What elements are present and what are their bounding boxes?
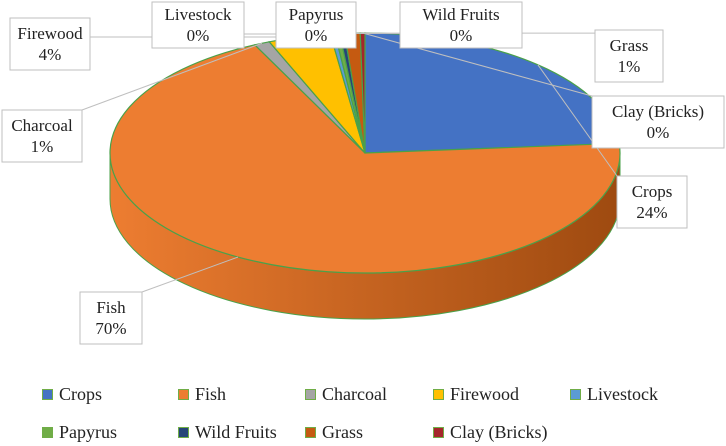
legend-swatch	[570, 388, 581, 400]
data-label-value-grass: 1%	[618, 57, 641, 76]
legend-label: Wild Fruits	[195, 421, 277, 442]
legend-swatch	[178, 426, 189, 438]
legend-label: Fish	[195, 383, 227, 404]
data-label-value-fish: 70%	[95, 319, 126, 338]
legend-row: Papyrus Wild Fruits Grass Clay (Bricks)	[0, 418, 726, 446]
data-label-box-papyrus	[275, 1, 357, 49]
data-label-name-fish: Fish	[96, 298, 126, 317]
leader-line-fish	[141, 256, 239, 293]
legend-label: Livestock	[587, 383, 658, 404]
slice-fish	[109, 44, 621, 274]
data-label-box-charcoal	[1, 109, 83, 163]
legend-item-charcoal: Charcoal	[305, 380, 387, 408]
legend-label: Firewood	[450, 383, 519, 404]
legend-swatch	[433, 388, 444, 400]
legend-item-livestock: Livestock	[570, 380, 658, 408]
data-label-box-firewood	[9, 17, 91, 71]
legend-item-fish: Fish	[178, 380, 226, 408]
data-label-box-wild-fruits	[399, 1, 523, 49]
data-label-box-crops	[616, 175, 688, 229]
legend-swatch	[42, 426, 53, 438]
legend-swatch	[433, 426, 444, 438]
legend-row: Crops Fish Charcoal Firewood Livestock	[0, 380, 726, 408]
legend-item-firewood: Firewood	[433, 380, 519, 408]
data-label-box-clay-bricks	[591, 95, 725, 149]
data-label-name-papyrus: Papyrus	[289, 5, 344, 24]
data-label-value-papyrus: 0%	[305, 26, 328, 45]
legend-item-clay-bricks: Clay (Bricks)	[433, 418, 547, 446]
leader-line-charcoal	[81, 42, 263, 111]
data-label-box-grass	[594, 29, 664, 83]
data-label-name-wild-fruits: Wild Fruits	[422, 5, 499, 24]
data-label-value-wild-fruits: 0%	[450, 26, 473, 45]
legend-item-crops: Crops	[42, 380, 102, 408]
legend-swatch	[42, 388, 53, 400]
legend-label: Grass	[322, 421, 363, 442]
legend-label: Crops	[59, 383, 103, 404]
pie-chart: Crops 24% Fish 70% Charcoal 1% Firewood 4% Lives…	[1, 1, 725, 345]
data-label-value-clay-bricks: 0%	[647, 123, 670, 142]
legend: Crops Fish Charcoal Firewood Livestock P…	[0, 372, 726, 442]
legend-item-wild-fruits: Wild Fruits	[178, 418, 277, 446]
pie-slices	[109, 32, 621, 320]
data-label-name-clay-bricks: Clay (Bricks)	[612, 102, 704, 121]
legend-item-papyrus: Papyrus	[42, 418, 117, 446]
data-label-name-livestock: Livestock	[164, 5, 232, 24]
legend-swatch	[178, 388, 189, 400]
data-label-box-livestock	[151, 1, 245, 49]
legend-swatch	[305, 426, 316, 438]
legend-item-grass: Grass	[305, 418, 363, 446]
data-label-name-firewood: Firewood	[17, 24, 83, 43]
data-label-box-fish	[79, 291, 143, 345]
data-labels: Crops 24% Fish 70% Charcoal 1% Firewood 4% Lives…	[1, 1, 725, 345]
legend-label: Charcoal	[322, 383, 387, 404]
data-label-name-crops: Crops	[632, 182, 673, 201]
data-label-name-grass: Grass	[610, 36, 649, 55]
legend-label: Papyrus	[59, 421, 117, 442]
data-label-value-livestock: 0%	[187, 26, 210, 45]
data-label-value-firewood: 4%	[39, 45, 62, 64]
data-label-value-crops: 24%	[636, 203, 667, 222]
data-label-value-charcoal: 1%	[31, 137, 54, 156]
data-label-name-charcoal: Charcoal	[11, 116, 73, 135]
legend-label: Clay (Bricks)	[450, 421, 548, 442]
leader-line-crops	[537, 64, 618, 177]
legend-swatch	[305, 388, 316, 400]
